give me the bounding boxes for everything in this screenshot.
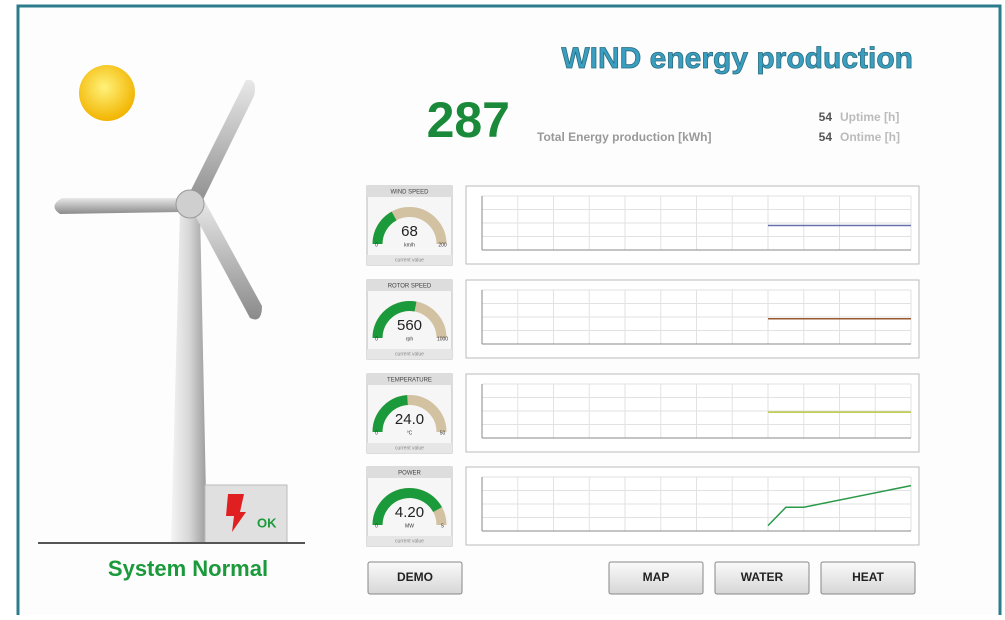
button-label[interactable]: MAP — [643, 570, 670, 584]
total-value: 287 — [427, 92, 510, 148]
status-badge: OK — [257, 515, 277, 530]
title: WIND energy production — [561, 42, 913, 75]
button-label[interactable]: DEMO — [397, 570, 433, 584]
gauge-min: 0 — [375, 242, 378, 248]
gauge-caption: current value — [395, 257, 424, 263]
gauge-title: WIND SPEED — [390, 190, 429, 196]
chart-panel — [466, 374, 919, 452]
button-label[interactable]: HEAT — [852, 570, 884, 584]
gauge-title: POWER — [398, 471, 421, 477]
status-box — [205, 485, 287, 543]
gauge-unit: °C — [407, 430, 413, 436]
gauge-min: 0 — [375, 523, 378, 529]
gauge-min: 0 — [375, 336, 378, 342]
gauge-value: 4.20 — [395, 504, 424, 521]
chart-panel — [466, 467, 919, 545]
status-text: System Normal — [108, 556, 268, 581]
gauge-unit: rph — [406, 336, 413, 342]
total-label: Total Energy production [kWh] — [537, 130, 711, 144]
hub — [176, 190, 204, 218]
gauge-max: 50 — [440, 430, 446, 436]
dashboard: OK System Normal WIND energy production … — [0, 0, 1005, 615]
ontime-label: Ontime [h] — [840, 130, 900, 144]
sun — [79, 65, 135, 121]
ontime-value: 54 — [819, 130, 833, 144]
gauge-title: TEMPERATURE — [387, 378, 432, 384]
gauge-value: 68 — [401, 223, 418, 240]
gauge-unit: km/h — [404, 242, 415, 248]
gauge-value: 560 — [397, 317, 422, 334]
gauge-title: ROTOR SPEED — [388, 284, 432, 290]
gauge-max: 5 — [441, 523, 444, 529]
gauge-caption: current value — [395, 538, 424, 544]
uptime-value: 54 — [819, 110, 833, 124]
button-label[interactable]: WATER — [741, 570, 784, 584]
blade — [54, 198, 182, 214]
gauge-max: 1000 — [437, 336, 448, 342]
gauge-caption: current value — [395, 351, 424, 357]
gauge-min: 0 — [375, 430, 378, 436]
gauge-caption: current value — [395, 445, 424, 451]
gauge-unit: MW — [405, 523, 414, 529]
gauge-max: 200 — [438, 242, 447, 248]
uptime-label: Uptime [h] — [840, 110, 899, 124]
gauge-value: 24.0 — [395, 411, 424, 428]
